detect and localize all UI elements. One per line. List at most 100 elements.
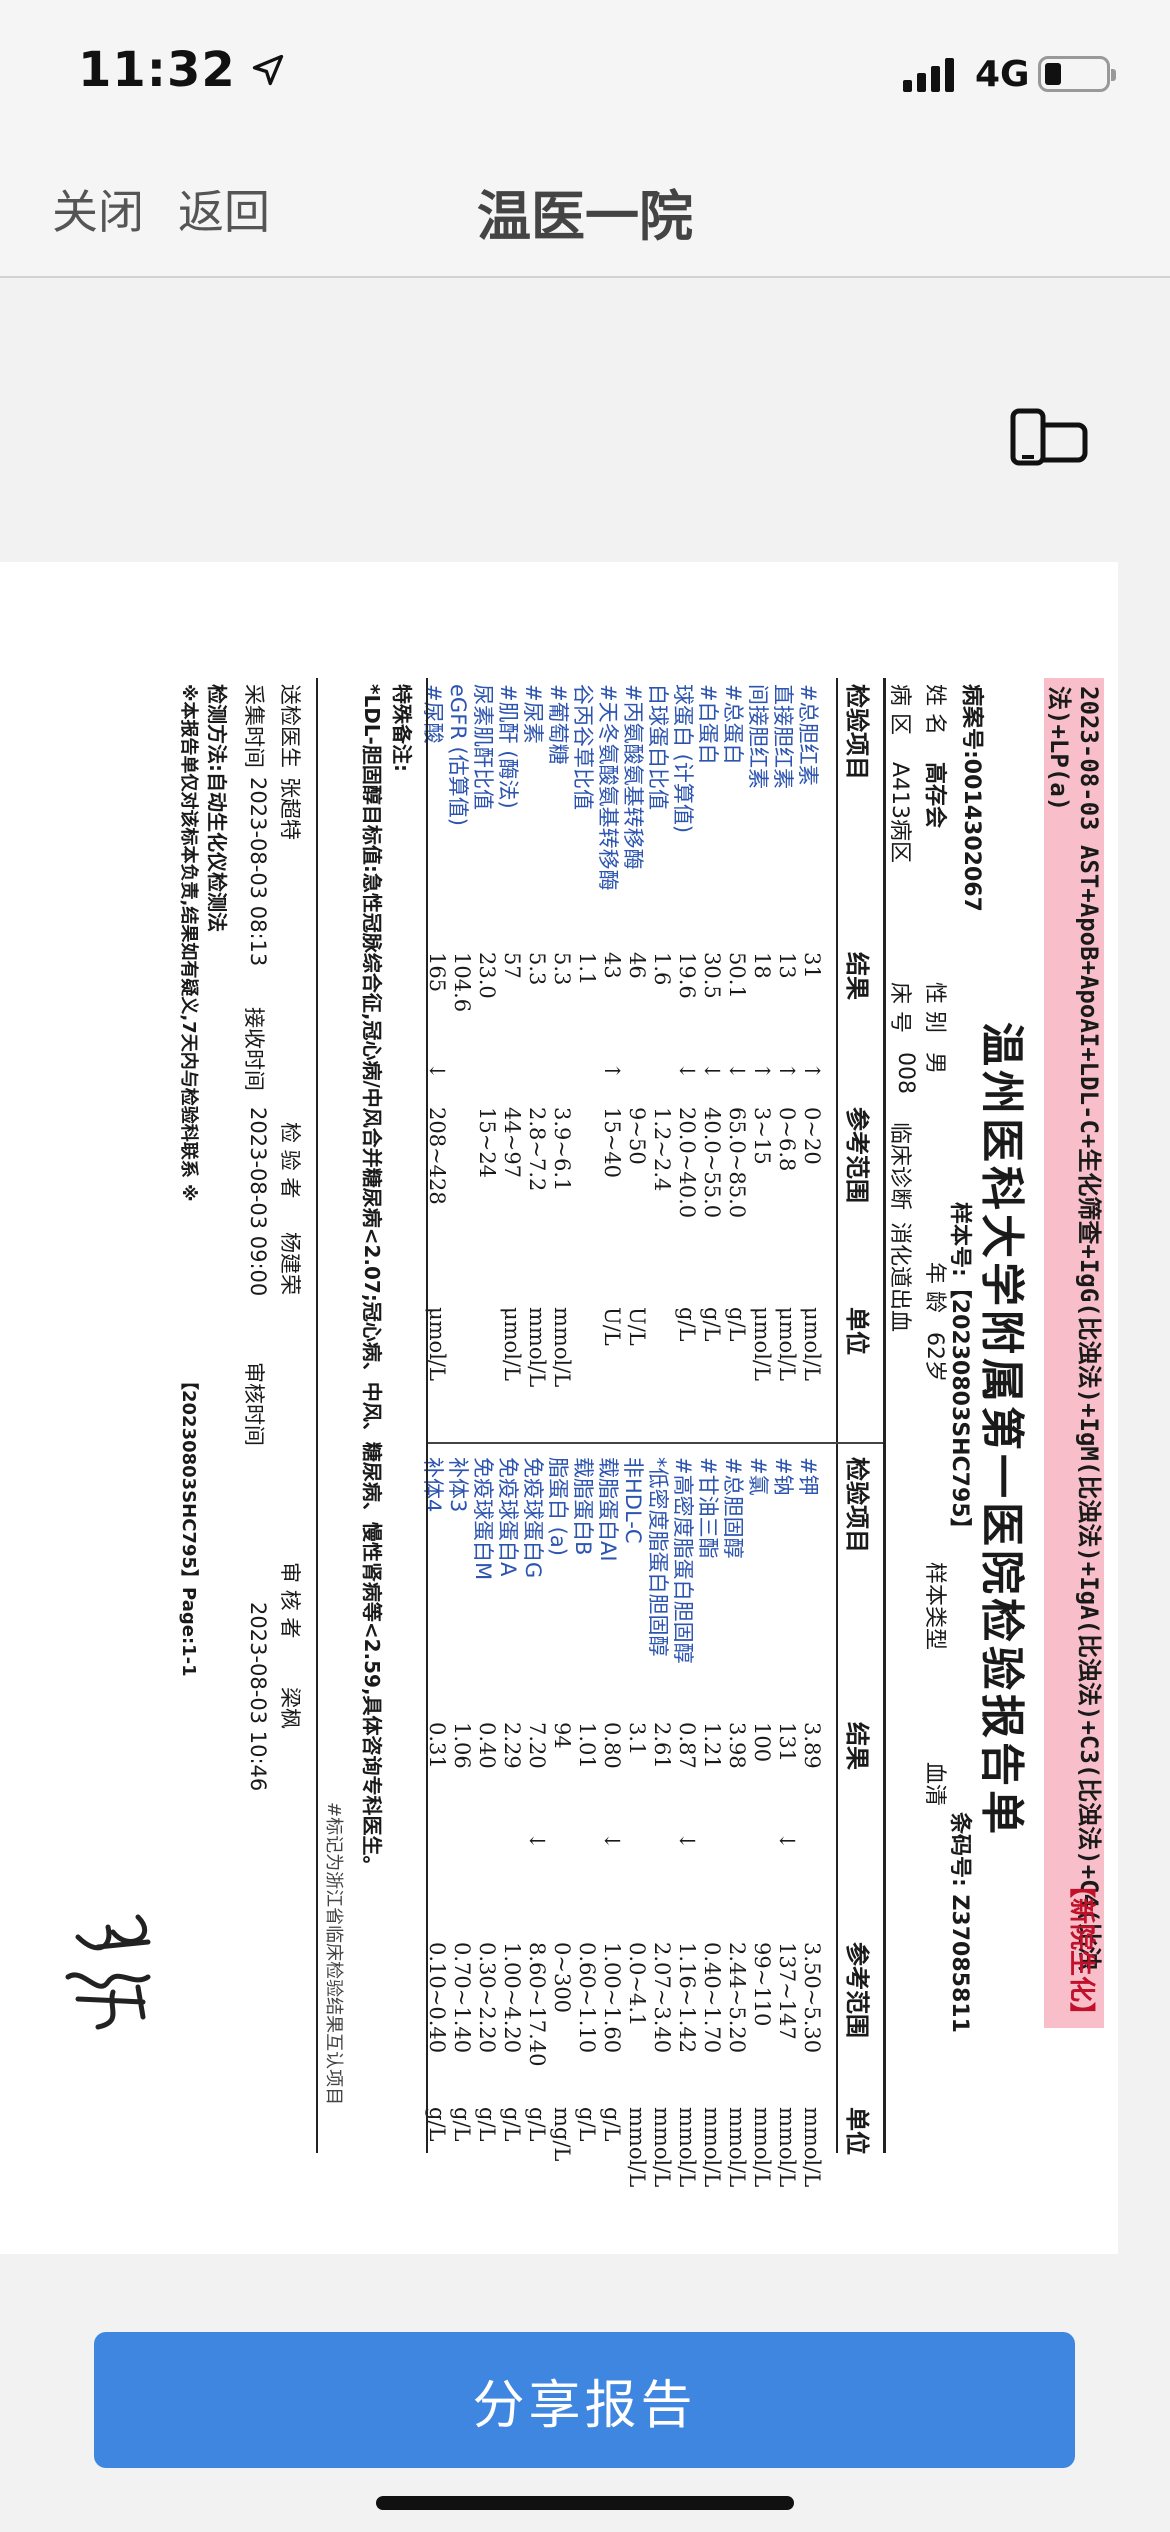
cell-result: 165 (425, 952, 449, 993)
patient-age: 62岁 (922, 1332, 947, 1382)
status-bar: 11:32 4G (0, 0, 1170, 150)
table-header-rule (836, 678, 838, 2153)
test-method: 检测方法:自动生化仪检测法 (205, 684, 229, 932)
cell-result: 1.01 (575, 1722, 599, 1769)
cell-unit: mg/L (550, 2107, 574, 2162)
cell-range: 0.40~1.70 (700, 1942, 724, 2054)
cell-range: 20.0~40.0 (675, 1107, 699, 1219)
cell-result: 18 (750, 952, 774, 979)
age-label: 年 龄 (922, 1262, 947, 1313)
cell-unit: U/L (600, 1307, 624, 1346)
cell-range: 1.16~1.42 (675, 1942, 699, 2054)
sender-label: 送检医生 (278, 684, 302, 768)
cell-range: 8.60~17.40 (525, 1942, 549, 2067)
cell-range: 2.44~5.20 (725, 1942, 749, 2054)
cell-result: 23.0 (475, 952, 499, 999)
bed-number: 008 (893, 1052, 918, 1094)
tester-name: 杨建荣 (278, 1232, 302, 1295)
report-banner: 2023-08-03 AST+ApoB+ApoAI+LDL-C+生化筛查+IgG… (1045, 686, 1103, 1971)
cell-range: 2.8~7.2 (525, 1107, 549, 1192)
page-info: 【20230803SHC795】Page:1-1 (178, 1372, 199, 1677)
cell-result: 0.40 (475, 1722, 499, 1769)
cell-result: 46 (625, 952, 649, 979)
patient-name: 高存会 (922, 762, 947, 829)
cell-range: 40.0~55.0 (700, 1107, 724, 1219)
home-indicator[interactable] (376, 2496, 794, 2510)
handwritten-signature (65, 1914, 151, 2030)
cell-result: 3.1 (625, 1722, 649, 1756)
cell-result: 57 (500, 952, 524, 979)
cell-item: 补体4 (421, 1457, 445, 1513)
cell-range: 2.07~3.40 (650, 1942, 674, 2054)
review-label: 审核时间 (242, 1362, 266, 1446)
cell-flag: ↑ (775, 1062, 799, 1080)
cell-result: 43 (600, 952, 624, 979)
cell-range: 137~147 (775, 1942, 799, 2040)
cell-result: 5.3 (550, 952, 574, 986)
diagnosis: 消化道出血 (887, 1222, 912, 1333)
cell-range: 1.00~1.60 (600, 1942, 624, 2054)
header-unit: 单位 (843, 1307, 871, 1355)
cell-flag: ↓ (775, 1832, 799, 1850)
cell-range: 0.60~1.10 (575, 1942, 599, 2054)
cell-flag: ↑ (600, 1062, 624, 1080)
header-item: 检验项目 (843, 684, 871, 780)
back-button[interactable]: 返回 (178, 185, 270, 239)
close-button[interactable]: 关闭 (52, 185, 144, 239)
cell-unit: g/L (450, 2107, 474, 2142)
diagnosis-label: 临床诊断 (887, 1122, 912, 1211)
cell-unit: g/L (500, 2107, 524, 2142)
gender-label: 性 别 (922, 982, 947, 1033)
cell-unit: mmol/L (625, 2107, 649, 2188)
cell-range: 44~97 (500, 1107, 524, 1179)
cell-result: 30.5 (700, 952, 724, 999)
tester-label: 检 验 者 (278, 1122, 302, 1199)
cell-flag: ↓ (675, 1062, 699, 1080)
status-time: 11:32 (78, 42, 236, 98)
collect-time: 2023-08-03 08:13 (246, 777, 270, 967)
cell-result: 50.1 (725, 952, 749, 999)
sender-doctor: 张超特 (278, 777, 302, 840)
cell-range: 9~50 (625, 1107, 649, 1165)
sample-type-label: 样本类型 (922, 1562, 947, 1651)
cell-result: 31 (800, 952, 824, 979)
cell-result: 3.89 (800, 1722, 824, 1769)
report-viewer[interactable]: 2023-08-03 AST+ApoB+ApoAI+LDL-C+生化筛查+IgG… (0, 562, 1118, 2254)
column-divider (428, 1442, 883, 1444)
cell-range: 0~300 (550, 1942, 574, 2014)
cell-range: 0.70~1.40 (450, 1942, 474, 2054)
cell-unit: mmol/L (525, 1307, 549, 1388)
cell-range: 3.50~5.30 (800, 1942, 824, 2054)
notes-title: 特殊备注: (390, 684, 414, 772)
cell-unit: μmol/L (750, 1307, 774, 1381)
cell-result: 1.1 (575, 952, 599, 986)
header-result-right: 结果 (843, 1722, 871, 1770)
cell-unit: mmol/L (775, 2107, 799, 2188)
cell-range: 1.00~4.20 (500, 1942, 524, 2054)
cell-unit: g/L (600, 2107, 624, 2142)
name-label: 姓 名 (922, 684, 947, 735)
bed-label: 床 号 (887, 982, 912, 1033)
cell-range: 0~20 (800, 1107, 824, 1165)
cell-result: 0.80 (600, 1722, 624, 1769)
cell-result: 1.21 (700, 1722, 724, 1769)
cell-unit: mmol/L (550, 1307, 574, 1388)
cell-result: 0.87 (675, 1722, 699, 1769)
cell-result: 1.06 (450, 1722, 474, 1769)
cell-unit: mmol/L (700, 2107, 724, 2188)
navigation-bar: 关闭 返回 温医一院 (0, 150, 1170, 278)
cell-unit: g/L (525, 2107, 549, 2142)
sample-type: 血清 (922, 1762, 947, 1807)
cell-result: 2.29 (500, 1722, 524, 1769)
rotate-screen-icon[interactable] (1010, 408, 1090, 466)
cell-unit: mmol/L (725, 2107, 749, 2188)
cell-range: 3~15 (750, 1107, 774, 1165)
lab-report-document: 2023-08-03 AST+ApoB+ApoAI+LDL-C+生化筛查+IgG… (0, 562, 1118, 2254)
disclaimer: ※本报告单仅对该标本负责,结果如有疑义,7天内与检验科联系 ※ (178, 684, 199, 1202)
share-report-button[interactable]: 分享报告 (94, 2332, 1075, 2468)
cell-unit: g/L (475, 2107, 499, 2142)
ward-label: 病 区 (887, 684, 912, 735)
cell-range: 15~40 (600, 1107, 624, 1179)
cell-range: 99~110 (750, 1942, 774, 2027)
cell-flag: ↓ (600, 1832, 624, 1850)
